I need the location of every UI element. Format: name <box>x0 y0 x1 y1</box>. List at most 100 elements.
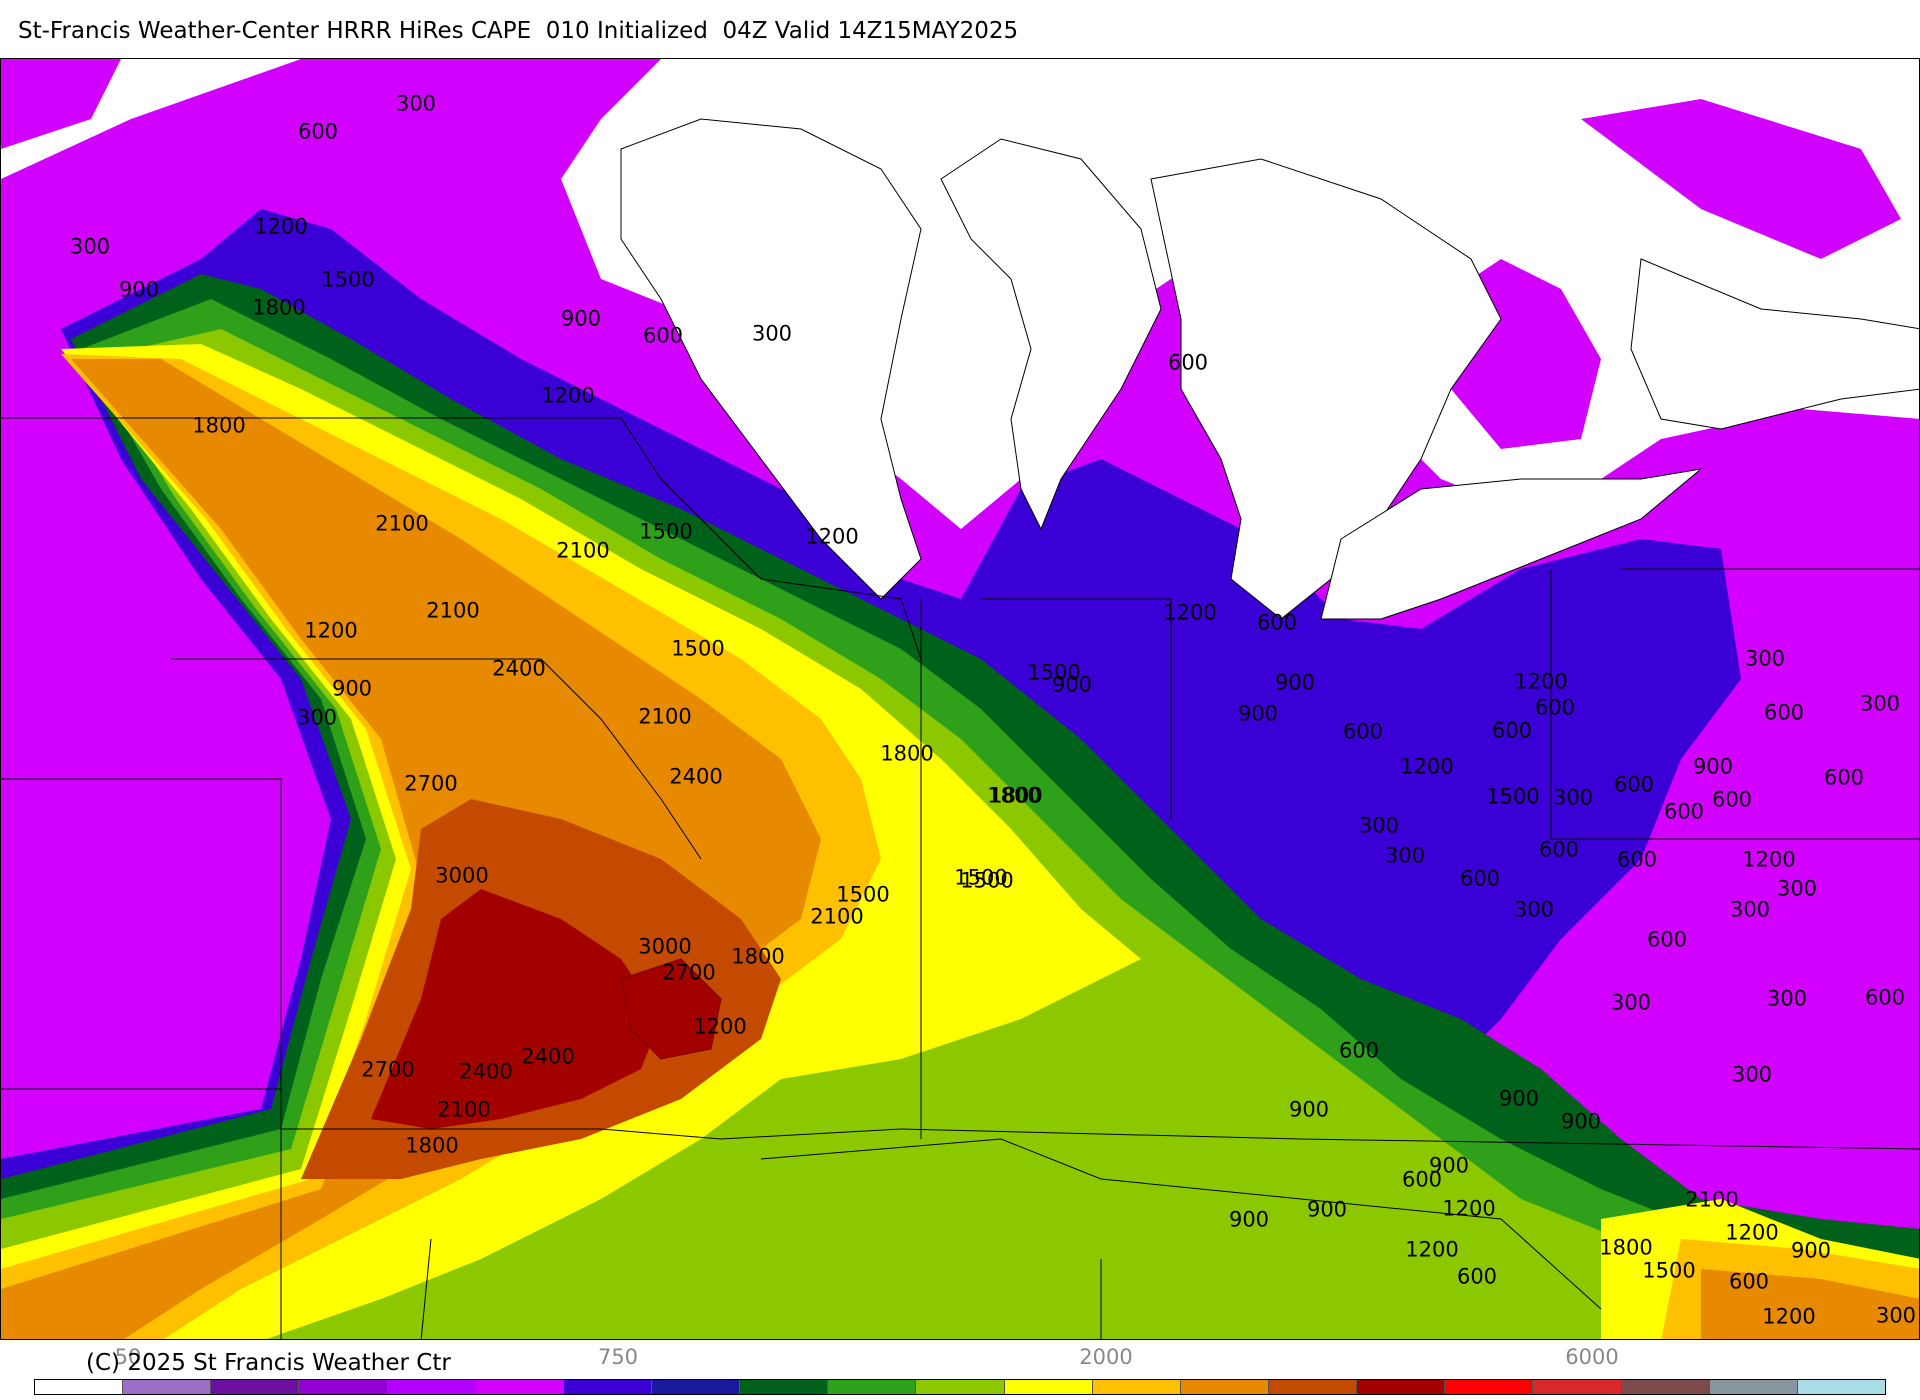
contour-label: 2100 <box>810 904 864 929</box>
contour-label: 1200 <box>254 214 308 239</box>
cape-contour-field <box>1 59 1919 1339</box>
contour-label: 600 <box>1864 985 1906 1010</box>
contour-label: 2400 <box>669 764 723 789</box>
colorbar-swatch <box>1709 1380 1798 1394</box>
contour-label: 1500 <box>836 882 890 907</box>
contour-label: 300 <box>1513 897 1555 922</box>
contour-label: 2400 <box>492 656 546 681</box>
contour-label: 2700 <box>404 771 458 796</box>
contour-label: 900 <box>560 306 602 331</box>
contour-label: 1800 <box>880 741 934 766</box>
contour-label: 600 <box>1646 927 1688 952</box>
colorbar-swatch <box>1268 1380 1358 1394</box>
cape-band-3000 <box>620 958 722 1060</box>
contour-label: 1800 <box>731 944 785 969</box>
contour-label: 600 <box>1616 847 1658 872</box>
colorbar-swatch <box>1180 1380 1269 1394</box>
contour-label: 2100 <box>437 1097 491 1122</box>
contour-label: 1500 <box>1642 1258 1696 1283</box>
contour-label: 300 <box>1859 691 1901 716</box>
contour-label: 1500 <box>960 868 1014 893</box>
colorbar-swatch <box>35 1380 124 1394</box>
colorbar-ticks: 50 750 2000 6000 <box>0 1340 1920 1370</box>
colorbar-swatch <box>475 1380 564 1394</box>
colorbar-swatch <box>211 1380 300 1394</box>
colorbar-swatch <box>1004 1380 1093 1394</box>
colorbar-swatch <box>123 1380 212 1394</box>
contour-label: 600 <box>642 323 684 348</box>
colorbar-tick-label: 50 <box>114 1345 142 1369</box>
contour-label: 900 <box>331 676 373 701</box>
contour-label: 600 <box>1534 695 1576 720</box>
contour-label: 600 <box>1711 787 1753 812</box>
contour-label: 600 <box>1256 610 1298 635</box>
contour-label: 3000 <box>638 934 692 959</box>
colorbar-swatch <box>563 1380 652 1394</box>
contour-label: 600 <box>1342 719 1384 744</box>
contour-label: 300 <box>1875 1303 1917 1328</box>
contour-label: 1200 <box>693 1014 747 1039</box>
contour-label: 900 <box>1051 672 1093 697</box>
colorbar-tick-label: 750 <box>597 1345 639 1369</box>
contour-label: 900 <box>1288 1097 1330 1122</box>
contour-label: 600 <box>1538 837 1580 862</box>
contour-label: 900 <box>1560 1109 1602 1134</box>
contour-label: 2400 <box>521 1044 575 1069</box>
contour-label: 1800 <box>405 1133 459 1158</box>
contour-label: 300 <box>1766 986 1808 1011</box>
contour-label: 2400 <box>459 1059 513 1084</box>
contour-label: 1200 <box>1442 1196 1496 1221</box>
contour-label: 1500 <box>1486 784 1540 809</box>
contour-label: 900 <box>1237 701 1279 726</box>
colorbar-swatch <box>651 1380 741 1394</box>
contour-label: 1200 <box>1163 600 1217 625</box>
contour-label: 1500 <box>321 267 375 292</box>
contour-label: 1200 <box>1405 1237 1459 1262</box>
contour-label: 1500 <box>671 636 725 661</box>
contour-label: 3000 <box>435 863 489 888</box>
colorbar-swatch <box>916 1380 1005 1394</box>
contour-label: 900 <box>1306 1197 1348 1222</box>
contour-label: 600 <box>1491 718 1533 743</box>
contour-label: 900 <box>1692 754 1734 779</box>
contour-label: 600 <box>1338 1038 1380 1063</box>
contour-label: 600 <box>1663 799 1705 824</box>
colorbar-swatch <box>740 1380 829 1394</box>
cape-band-2700 <box>371 889 661 1129</box>
contour-label: 300 <box>1610 990 1652 1015</box>
contour-label: 2700 <box>662 960 716 985</box>
contour-label: 300 <box>1776 876 1818 901</box>
contour-label: 900 <box>1228 1207 1270 1232</box>
contour-label: 300 <box>69 234 111 259</box>
contour-label: 1500 <box>1027 660 1081 685</box>
contour-label: 300 <box>1358 813 1400 838</box>
copyright-text: (C) 2025 St Francis Weather Ctr <box>86 1350 451 1376</box>
contour-label: 1800 <box>1599 1235 1653 1260</box>
contour-label: 900 <box>118 277 160 302</box>
contour-label: 2100 <box>426 598 480 623</box>
contour-label: 1500 <box>954 865 1008 890</box>
colorbar-swatch <box>1621 1380 1710 1394</box>
colorbar-swatch <box>1797 1380 1885 1394</box>
contour-label: 1200 <box>1742 847 1796 872</box>
map-title: St-Francis Weather-Center HRRR HiRes CAP… <box>18 18 1019 44</box>
contour-label: 1200 <box>1514 669 1568 694</box>
contour-label: 1200 <box>805 524 859 549</box>
cape-colorbar <box>34 1379 1886 1395</box>
contour-label: 600 <box>1763 700 1805 725</box>
contour-label: 2700 <box>361 1057 415 1082</box>
contour-label: 600 <box>1459 866 1501 891</box>
contour-label: 600 <box>1823 765 1865 790</box>
contour-label: 600 <box>1167 350 1209 375</box>
contour-label: 300 <box>296 705 338 730</box>
colorbar-swatch <box>828 1380 917 1394</box>
contour-label: 1800 <box>987 783 1041 808</box>
colorbar-swatch <box>1357 1380 1446 1394</box>
contour-label: 1800 <box>192 413 246 438</box>
contour-label: 300 <box>751 321 793 346</box>
contour-label: 1500 <box>639 519 693 544</box>
contour-label: 2100 <box>638 704 692 729</box>
contour-label: 300 <box>1729 897 1771 922</box>
contour-label: 2100 <box>556 538 610 563</box>
contour-label: 900 <box>1428 1153 1470 1178</box>
